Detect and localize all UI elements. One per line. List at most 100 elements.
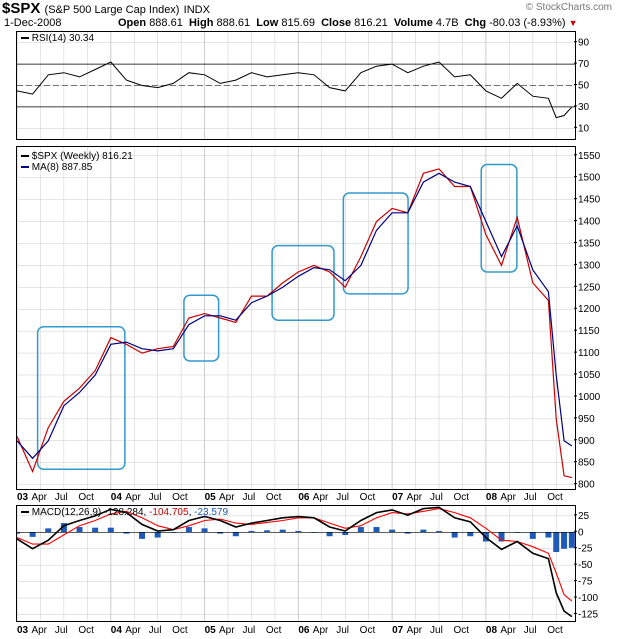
chart-date: 1-Dec-2008 <box>4 17 62 29</box>
x-tick-label: Apr <box>31 492 47 503</box>
macd-axis: 25 0 -25 -50 -75 -100 -125 <box>574 511 598 620</box>
x-tick-label: Jul <box>242 492 255 503</box>
x-tick-label: Oct <box>360 492 376 503</box>
macd-histogram-bar <box>264 530 271 533</box>
x-tick-label: Jul <box>336 625 349 636</box>
rsi-legend: RSI(14) 30.34 <box>21 33 94 44</box>
x-tick-label: Oct <box>172 625 188 636</box>
volume-value: 4.7B <box>435 17 459 29</box>
ma-series-line <box>17 172 573 460</box>
x-tick-label: Apr <box>219 625 235 636</box>
open-label: Open <box>118 17 147 29</box>
macd-chart <box>17 506 575 621</box>
macd-tick-label: -125 <box>578 609 598 620</box>
watermark: © StockCharts.com <box>525 2 612 13</box>
x-tick-label: Apr <box>125 492 141 503</box>
x-tick-label: 07 <box>392 625 404 636</box>
x-tick-label: 03 <box>17 625 29 636</box>
x-tick-label: Oct <box>360 625 376 636</box>
price-tick-label: 1250 <box>578 282 601 293</box>
x-tick-label: Oct <box>547 492 563 503</box>
x-axis-bottom: 03 Apr Jul Oct 04 Apr Jul Oct 05 Apr Jul Oct 06 Apr Ju… <box>17 625 563 636</box>
macd-histogram-bar <box>185 527 192 533</box>
macd-tick-label: -75 <box>578 577 593 588</box>
price-tick-label: 850 <box>578 458 595 469</box>
x-tick-label: 08 <box>486 492 498 503</box>
volume-label: Volume <box>393 17 433 29</box>
macd-histogram-bar <box>389 529 396 533</box>
x-tick-label: Oct <box>78 492 94 503</box>
x-tick-label: Oct <box>453 625 469 636</box>
highlight-box <box>183 294 220 362</box>
macd-legend-signal: -104.705 <box>149 507 189 518</box>
macd-histogram-bar <box>248 530 255 533</box>
macd-histogram-bar <box>467 532 474 537</box>
macd-tick-label: -100 <box>578 593 598 604</box>
ma-legend-swatch <box>21 166 29 169</box>
x-tick-label: Jul <box>430 492 443 503</box>
x-tick-label: Oct <box>78 625 94 636</box>
macd-histogram-bar <box>420 529 427 533</box>
x-tick-label: Apr <box>219 492 235 503</box>
x-tick-label: Apr <box>407 625 423 636</box>
macd-histogram-bar <box>295 530 302 533</box>
x-tick-label: Jul <box>149 492 162 503</box>
macd-histogram-bar <box>217 532 224 534</box>
x-tick-label: 05 <box>205 625 217 636</box>
x-tick-label: Jul <box>55 625 68 636</box>
rsi-legend-swatch <box>21 37 29 40</box>
price-tick-label: 1300 <box>578 260 601 271</box>
high-label: High <box>188 17 214 29</box>
macd-histogram-bar <box>498 532 505 542</box>
price-legend: $SPX (Weekly) 816.21 MA(8) 887.85 <box>21 151 133 173</box>
rsi-legend-text: RSI(14) 30.34 <box>31 33 95 44</box>
x-tick-label: Jul <box>242 625 255 636</box>
chg-value: -80.03 (-8.93%) <box>489 17 566 29</box>
x-tick-label: 06 <box>298 625 310 636</box>
x-tick-label: 05 <box>205 492 217 503</box>
x-tick-label: 07 <box>392 492 404 503</box>
macd-histogram-bar <box>17 532 20 534</box>
price-tick-label: 1500 <box>578 173 601 184</box>
macd-legend-name: MACD(12,26,9) <box>31 507 102 518</box>
macd-histogram-bar <box>92 527 99 533</box>
macd-histogram-bar <box>545 532 552 538</box>
down-arrow-icon: ▼ <box>568 18 578 28</box>
low-label: Low <box>256 17 279 29</box>
low-value: 815.69 <box>281 17 315 29</box>
x-tick-label: Apr <box>125 625 141 636</box>
chg-label: Chg <box>464 17 487 29</box>
macd-tick-label: 25 <box>578 511 590 522</box>
close-label: Close <box>321 17 352 29</box>
macd-histogram-bar <box>553 532 560 552</box>
price-tick-label: 1400 <box>578 217 601 228</box>
signal-series-line <box>17 508 573 602</box>
close-value: 816.21 <box>354 17 388 29</box>
macd-legend-swatch <box>21 511 29 514</box>
macd-histogram-bar <box>568 532 575 548</box>
price-tick-label: 1150 <box>578 326 600 337</box>
macd-histogram-bar <box>76 527 83 533</box>
x-tick-label: 04 <box>111 625 123 636</box>
x-tick-label: Jul <box>430 625 443 636</box>
macd-histogram-bar <box>107 527 114 533</box>
x-axis-top: 03 Apr Jul Oct 04 Apr Jul Oct 05 Apr Jul Oct 06 Apr Ju… <box>17 492 563 503</box>
rsi-series-line <box>17 61 573 119</box>
x-tick-label: Jul <box>55 492 68 503</box>
price-legend-text: $SPX (Weekly) 816.21 <box>31 151 133 162</box>
x-tick-label: Apr <box>500 625 516 636</box>
macd-histogram-bar <box>342 532 349 535</box>
macd-legend: MACD(12,26,9) -128.284, -104.705, -23.57… <box>21 507 228 518</box>
highlight-box <box>36 326 126 471</box>
macd-histogram-bar <box>29 532 36 537</box>
price-legend-row: $SPX (Weekly) 816.21 <box>21 151 133 162</box>
price-tick-label: 1100 <box>578 348 600 359</box>
highlight-box <box>271 244 335 321</box>
rsi-chart <box>17 32 575 139</box>
price-tick-label: 950 <box>578 414 595 425</box>
macd-histogram-bar <box>373 527 380 533</box>
price-axis: 1550 1500 1450 1400 1350 1300 1250 1200 1150 1100… <box>574 151 601 488</box>
price-tick-label: 900 <box>578 436 595 447</box>
macd-series-line <box>17 506 573 618</box>
macd-histogram-bar <box>561 532 568 549</box>
